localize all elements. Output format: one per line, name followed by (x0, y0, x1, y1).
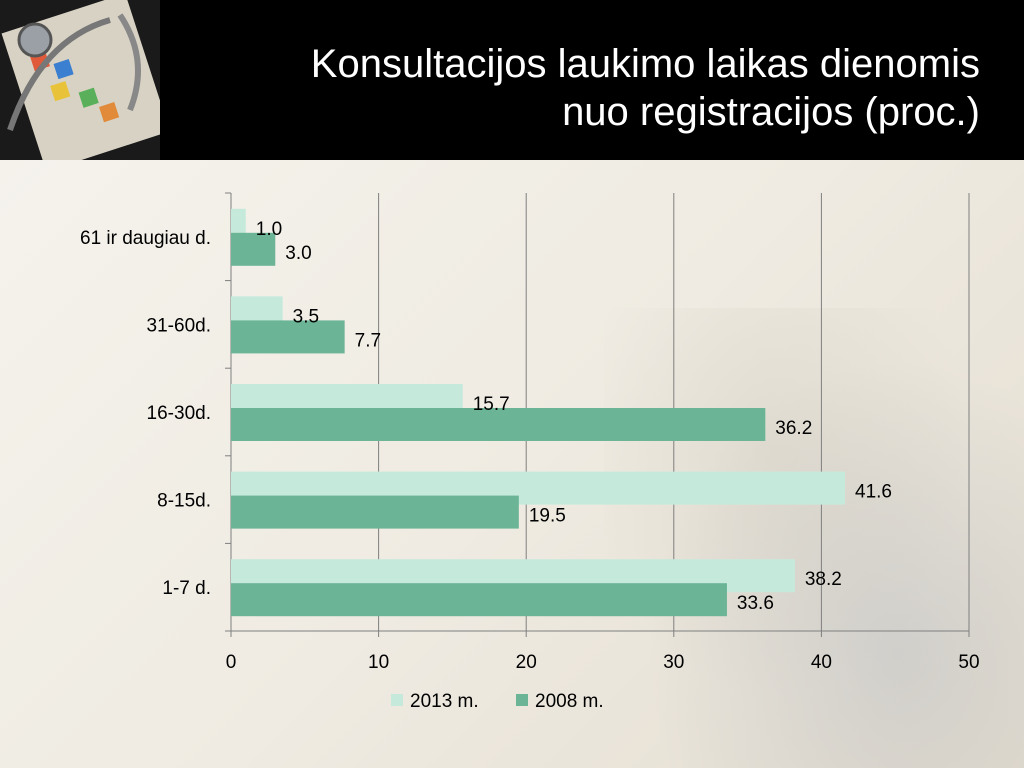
category-label: 16-30d. (147, 403, 211, 424)
category-label: 1-7 d. (162, 578, 211, 599)
x-tick-label: 30 (663, 652, 684, 673)
data-label: 1.0 (256, 219, 282, 240)
legend-swatch (391, 694, 403, 706)
slide-header: Konsultacijos laukimo laikas dienomis nu… (0, 0, 1024, 160)
data-label: 15.7 (473, 394, 510, 415)
title-line-1: Konsultacijos laukimo laikas dienomis (311, 40, 980, 88)
data-label: 41.6 (855, 482, 892, 503)
data-label: 33.6 (737, 593, 774, 614)
stethoscope-icon (0, 0, 160, 160)
legend-label: 2013 m. (410, 691, 479, 712)
data-label: 19.5 (529, 506, 566, 527)
data-label: 36.2 (775, 418, 812, 439)
slide-title: Konsultacijos laukimo laikas dienomis nu… (311, 40, 980, 136)
title-line-2: nuo registracijos (proc.) (311, 88, 980, 136)
data-label: 3.0 (285, 243, 311, 264)
bar-series-2 (231, 496, 519, 529)
category-label: 61 ir daugiau d. (80, 228, 211, 249)
stethoscope-photo (0, 0, 160, 160)
x-tick-label: 20 (516, 652, 537, 673)
category-label: 8-15d. (157, 491, 211, 512)
category-label: 31-60d. (147, 315, 211, 336)
x-tick-label: 40 (811, 652, 832, 673)
data-label: 7.7 (355, 330, 381, 351)
x-tick-label: 0 (226, 652, 237, 673)
legend-swatch (516, 694, 528, 706)
x-tick-label: 10 (368, 652, 389, 673)
bar-series-2 (231, 320, 345, 353)
bar-chart: 1.03.0 61 ir daugiau d. 3.5 7.7 31-60d. 15.7 3… (0, 160, 1024, 768)
legend-label: 2008 m. (535, 691, 604, 712)
data-label: 38.2 (805, 569, 842, 590)
data-label: 3.5 (293, 306, 319, 327)
bar-series-2 (231, 583, 727, 616)
x-tick-label: 50 (958, 652, 979, 673)
